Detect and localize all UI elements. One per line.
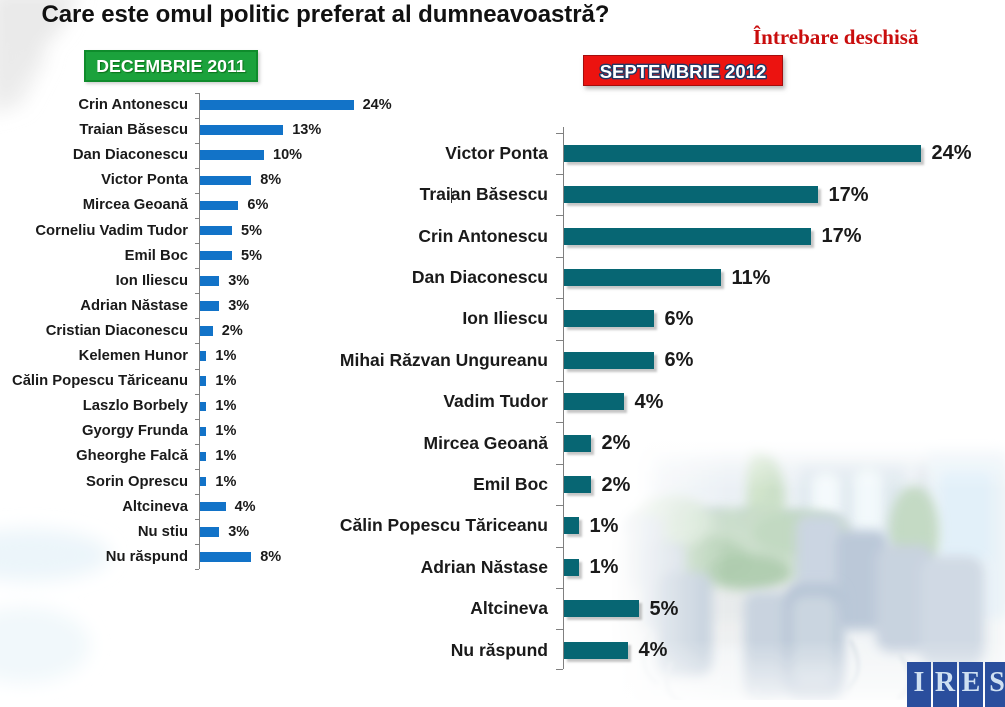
svg-text:SEPTEMBRIE 2012: SEPTEMBRIE 2012	[600, 61, 767, 82]
